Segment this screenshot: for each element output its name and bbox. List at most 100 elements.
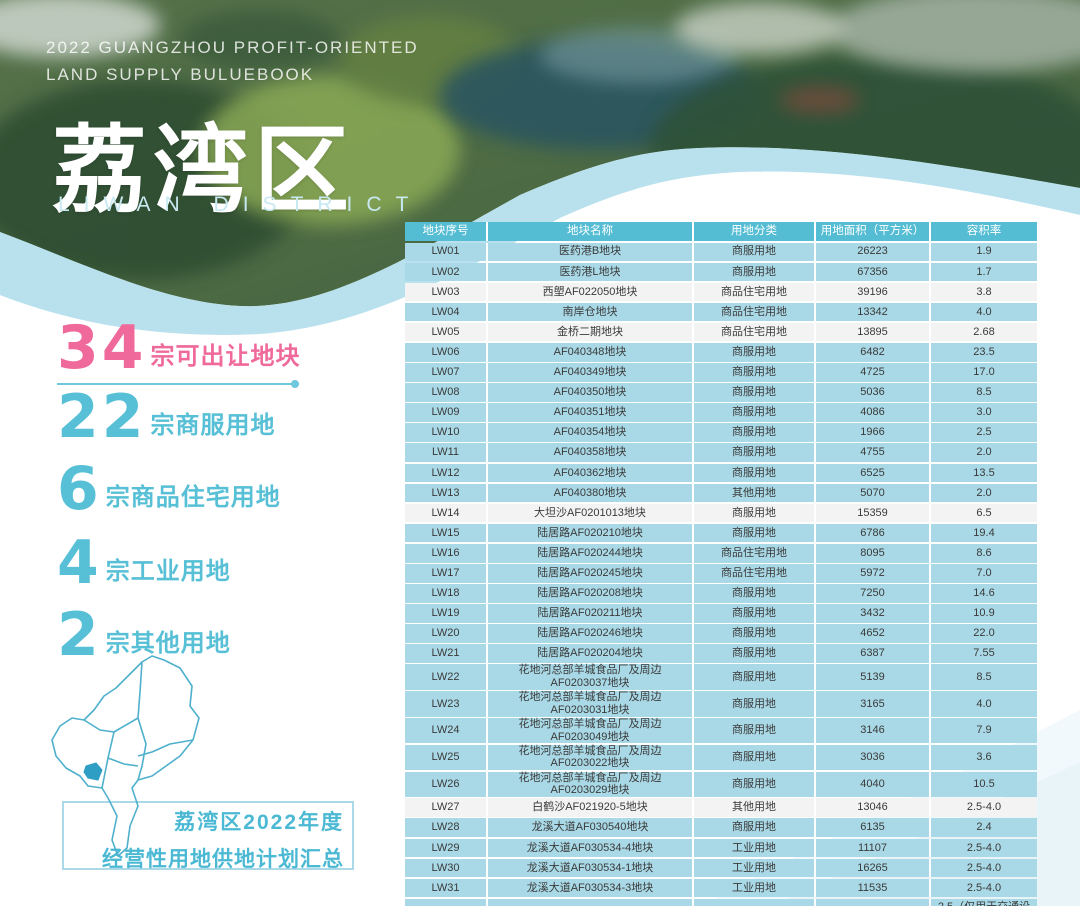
- cell-area: 4755: [816, 443, 931, 463]
- caption-line2: 经营性用地供地计划汇总: [102, 848, 344, 871]
- cell-plot-name: 医药港L地块: [488, 262, 694, 282]
- cell-plot-id: LW24: [405, 718, 488, 744]
- table-row: LW15 陆居路AF020210地块 商服用地 6786 19.4: [405, 523, 1045, 543]
- table-row: LW12 AF040362地块 商服用地 6525 13.5: [405, 463, 1045, 483]
- stat-value: 34: [57, 313, 147, 383]
- cell-far: 2.0: [931, 443, 1037, 463]
- table-row: LW25 花地河总部羊城食品厂及周边AF0203022地块 商服用地 3036 3.6: [405, 744, 1045, 771]
- table-row: LW07 AF040349地块 商服用地 4725 17.0: [405, 363, 1045, 382]
- cell-far: 19.4: [931, 523, 1037, 543]
- stat-other: 2 宗其他用地: [57, 600, 231, 670]
- cell-plot-id: LW05: [405, 322, 488, 342]
- cell-far: 3.8: [931, 282, 1037, 302]
- cell-area: 7996: [816, 898, 931, 906]
- cell-plot-name: 花地河总部羊城食品厂及周边AF0203049地块: [488, 718, 694, 744]
- table-body: LW01 医药港B地块 商服用地 26223 1.9 LW02 医药港L地块 商服用地 6735…: [405, 242, 1045, 906]
- cell-plot-name: 龙溪大道AF030555地块: [488, 898, 694, 906]
- cell-plot-name: 花地河总部羊城食品厂及周边AF0203031地块: [488, 691, 694, 717]
- cell-area: 13895: [816, 322, 931, 342]
- cell-plot-name: AF040358地块: [488, 443, 694, 463]
- cell-area: 5070: [816, 483, 931, 503]
- cell-far: 1.7: [931, 262, 1037, 282]
- cell-category: 商服用地: [694, 744, 816, 771]
- cell-area: 11107: [816, 838, 931, 858]
- cell-plot-name: 金桥二期地块: [488, 322, 694, 342]
- cell-category: 商服用地: [694, 644, 816, 663]
- cell-far: 2.5（仅用于交通设施开发时≤0.5）: [931, 898, 1037, 906]
- cell-category: 商服用地: [694, 664, 816, 690]
- cell-category: 商服用地: [694, 342, 816, 362]
- cell-far: 3.6: [931, 744, 1037, 771]
- cell-plot-name: AF040350地块: [488, 383, 694, 402]
- table-row: LW16 陆居路AF020244地块 商品住宅用地 8095 8.6: [405, 543, 1045, 563]
- cell-plot-id: LW07: [405, 363, 488, 382]
- cell-plot-id: LW22: [405, 664, 488, 690]
- table-row: LW19 陆居路AF020211地块 商服用地 3432 10.9: [405, 604, 1045, 623]
- cell-area: 3432: [816, 604, 931, 623]
- cell-area: 15359: [816, 503, 931, 523]
- liwan-highlight: [83, 762, 103, 781]
- cell-plot-id: LW04: [405, 302, 488, 322]
- cell-plot-name: 龙溪大道AF030534-4地块: [488, 838, 694, 858]
- cell-far: 7.9: [931, 718, 1037, 744]
- header-area: 用地面积（平方米）: [816, 222, 931, 241]
- stat-total-plots: 34 宗可出让地块: [57, 313, 301, 383]
- header-plot-name: 地块名称: [488, 222, 694, 241]
- table-row: LW27 白鹤沙AF021920-5地块 其他用地 13046 2.5-4.0: [405, 798, 1045, 817]
- stat-value: 4: [57, 528, 102, 598]
- cell-plot-name: 陆居路AF020211地块: [488, 604, 694, 623]
- cell-plot-name: AF040349地块: [488, 363, 694, 382]
- cell-category: 商服用地: [694, 403, 816, 422]
- stat-value: 2: [57, 600, 102, 670]
- table-row: LW06 AF040348地块 商服用地 6482 23.5: [405, 342, 1045, 362]
- stat-residential: 6 宗商品住宅用地: [57, 454, 281, 524]
- cell-plot-name: 龙溪大道AF030534-1地块: [488, 858, 694, 878]
- cell-plot-name: 花地河总部羊城食品厂及周边AF0203022地块: [488, 744, 694, 771]
- cell-plot-id: LW03: [405, 282, 488, 302]
- cell-far: 8.6: [931, 543, 1037, 563]
- cell-plot-id: LW20: [405, 624, 488, 643]
- cell-plot-name: 西塱AF022050地块: [488, 282, 694, 302]
- cell-plot-name: AF040351地块: [488, 403, 694, 422]
- cell-plot-id: LW11: [405, 443, 488, 463]
- stat-value: 6: [57, 454, 102, 524]
- stat-commercial: 22 宗商服用地: [57, 387, 276, 447]
- table-row: LW11 AF040358地块 商服用地 4755 2.0: [405, 443, 1045, 463]
- cell-plot-name: 花地河总部羊城食品厂及周边AF0203029地块: [488, 771, 694, 797]
- cell-far: 10.5: [931, 771, 1037, 797]
- cell-area: 5139: [816, 664, 931, 690]
- cell-plot-name: 龙溪大道AF030534-3地块: [488, 878, 694, 898]
- cell-area: 6525: [816, 463, 931, 483]
- stat-industrial: 4 宗工业用地: [57, 528, 231, 598]
- table-row: LW04 南岸仓地块 商品住宅用地 13342 4.0: [405, 302, 1045, 322]
- cell-plot-id: LW25: [405, 744, 488, 771]
- cell-plot-name: 南岸仓地块: [488, 302, 694, 322]
- cell-area: 4725: [816, 363, 931, 382]
- cell-far: 2.5: [931, 423, 1037, 442]
- caption-frame: [62, 801, 354, 870]
- cell-category: 商服用地: [694, 443, 816, 463]
- table-row: LW26 花地河总部羊城食品厂及周边AF0203029地块 商服用地 4040 10.5: [405, 771, 1045, 797]
- cell-plot-name: 医药港B地块: [488, 242, 694, 262]
- cell-far: 17.0: [931, 363, 1037, 382]
- cell-category: 工业用地: [694, 858, 816, 878]
- cell-far: 4.0: [931, 691, 1037, 717]
- cell-area: 4086: [816, 403, 931, 422]
- cell-plot-id: LW14: [405, 503, 488, 523]
- cell-far: 13.5: [931, 463, 1037, 483]
- table-row: LW21 陆居路AF020204地块 商服用地 6387 7.55: [405, 644, 1045, 663]
- cell-plot-name: 白鹤沙AF021920-5地块: [488, 798, 694, 817]
- cell-far: 14.6: [931, 584, 1037, 603]
- cell-plot-id: LW16: [405, 543, 488, 563]
- cell-far: 2.0: [931, 483, 1037, 503]
- cell-far: 2.5-4.0: [931, 798, 1037, 817]
- cell-plot-id: LW10: [405, 423, 488, 442]
- plan-caption: 荔湾区2022年度 经营性用地供地计划汇总: [62, 806, 344, 873]
- cell-category: 商服用地: [694, 503, 816, 523]
- cell-plot-id: LW13: [405, 483, 488, 503]
- cell-area: 6482: [816, 342, 931, 362]
- tagline-line2: LAND SUPPLY BULUEBOOK: [46, 65, 315, 85]
- district-title-en: LIWAN DISTRICT: [58, 193, 423, 216]
- cell-plot-id: LW21: [405, 644, 488, 663]
